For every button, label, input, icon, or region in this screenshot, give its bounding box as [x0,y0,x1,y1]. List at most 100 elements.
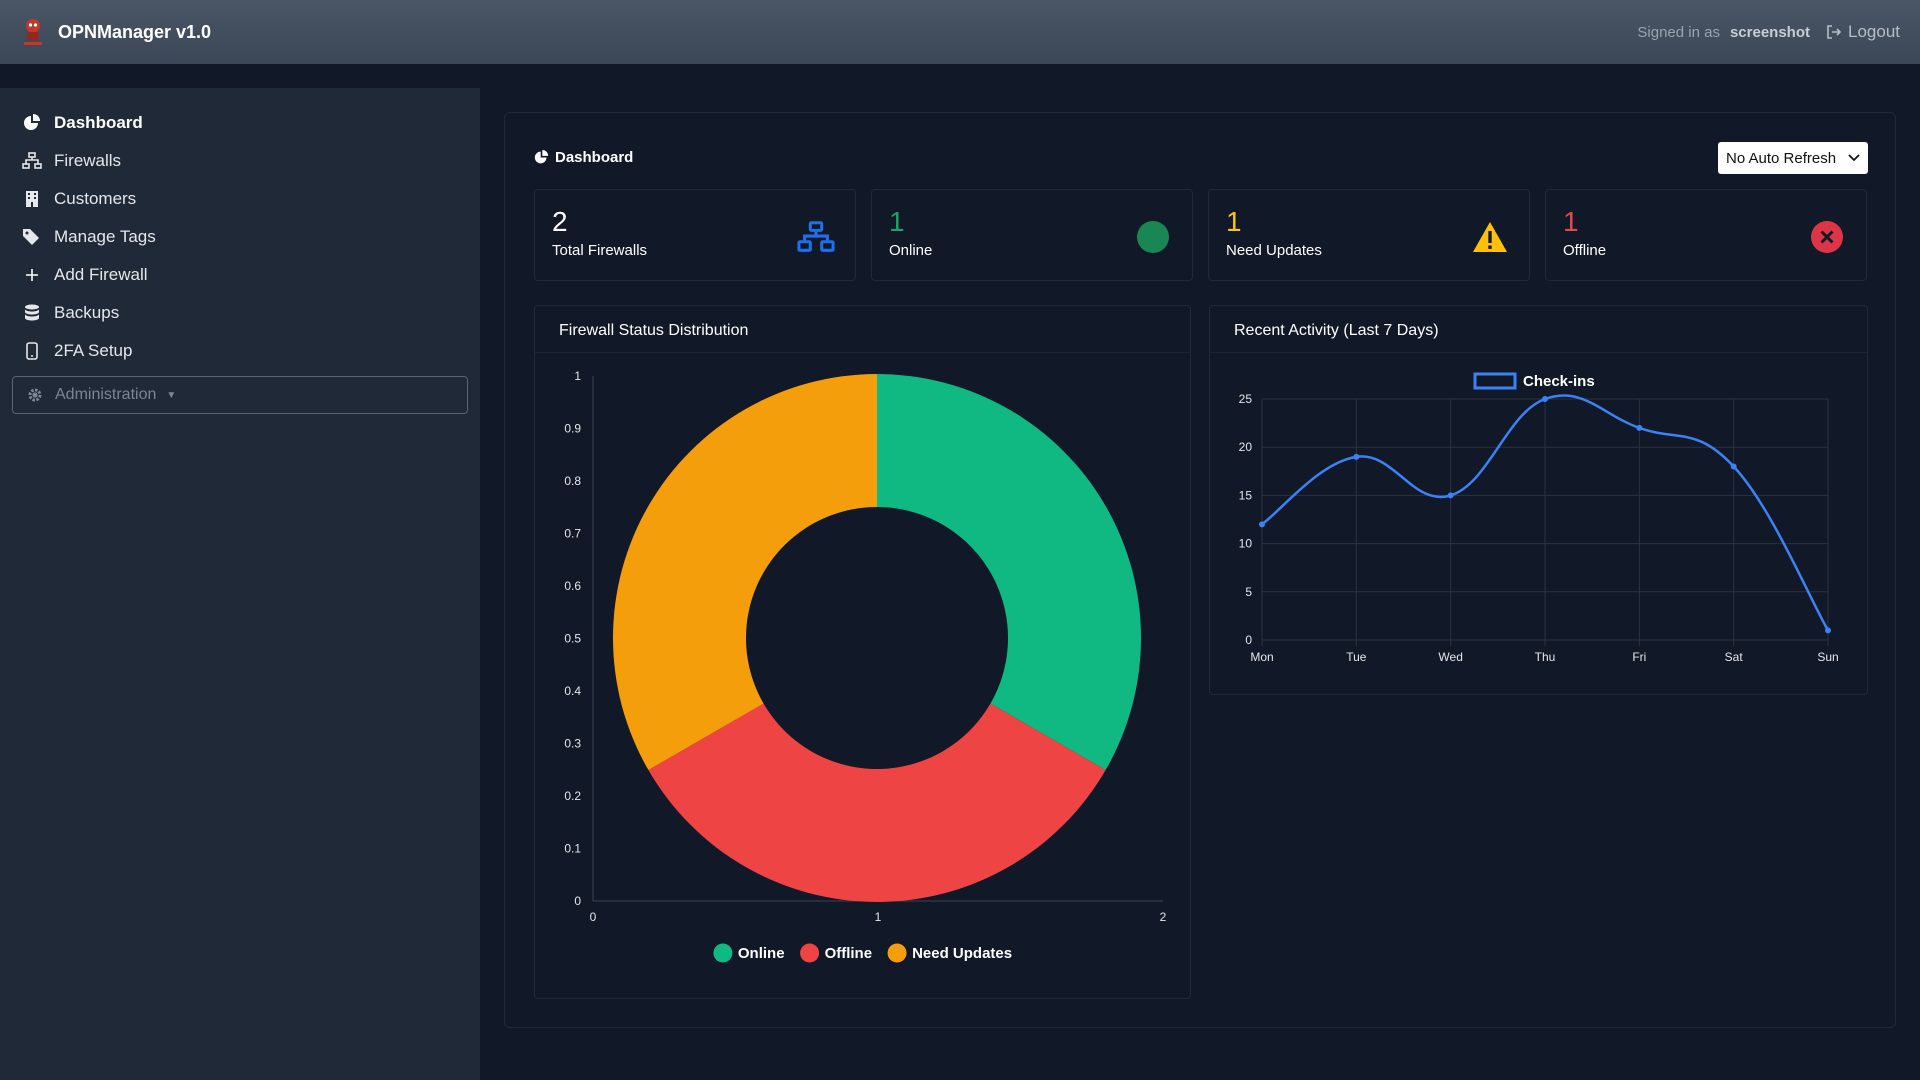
user-name: screenshot [1729,23,1810,41]
sidebar-item-add-firewall[interactable]: Add Firewall [0,256,480,294]
x-tick-label: Thu [1535,650,1556,664]
status-distribution-panel: Firewall Status Distribution 0 0.1 0.2 0.3 0… [534,305,1191,999]
sidebar-item-2fa-setup[interactable]: 2FA Setup [0,332,480,370]
sidebar-item-label: Manage Tags [54,227,156,246]
auto-refresh-value: No Auto Refresh [1726,149,1837,167]
panel-title: Recent Activity (Last 7 Days) [1234,322,1439,339]
legend-label: Check-ins [1523,373,1595,390]
stat-label: Need Updates [1226,242,1322,259]
sidebar-item-label: Dashboard [54,113,143,132]
sidebar-item-dashboard[interactable]: Dashboard [0,104,480,142]
y-tick-label: 0.5 [564,632,581,646]
gear-icon [25,385,45,405]
sidebar-item-backups[interactable]: Backups [0,294,480,332]
legend-label: Need Updates [912,945,1012,962]
online-dot-icon [1134,218,1172,256]
stat-card-offline: 1 Offline [1545,189,1867,281]
y-tick-label: 0.4 [564,684,581,698]
tags-icon [22,227,42,247]
stat-label: Online [889,242,933,259]
x-tick-label: Sun [1817,650,1838,664]
x-tick-label: Tue [1346,650,1367,664]
sidebar-item-label: Customers [54,189,137,208]
doughnut-slice-offline [648,703,1106,902]
activity-line-chart: 0 5 10 15 20 25 Mon Tue Wed Thu Fri Sat Sun Check-ins [1239,372,1839,664]
y-tick-label: 5 [1245,585,1252,599]
signed-in-label: Signed in as [1637,23,1720,41]
top-navbar: OPNManager v1.0 Signed in as screenshot … [0,0,1920,64]
chart-pie-icon [22,113,42,133]
administration-label: Administration [55,386,157,403]
y-tick-label: 20 [1239,440,1253,454]
chevron-down-icon [1848,154,1860,162]
status-doughnut-chart: 0 0.1 0.2 0.3 0.4 0.5 0.6 0.7 0.8 0.9 1 0 1 2 Online Of… [564,369,1167,963]
mobile-icon [22,341,42,361]
legend-label: Offline [825,945,873,962]
stat-card-online: 1 Online [871,189,1193,281]
close-circle-icon [1808,218,1846,256]
panel-title: Firewall Status Distribution [559,322,749,339]
stat-card-need-updates: 1 Need Updates [1208,189,1530,281]
x-tick-label: Wed [1438,650,1462,664]
legend-swatch [1473,372,1517,390]
dashboard-header: Dashboard [534,149,633,166]
brand[interactable]: OPNManager v1.0 [20,16,211,48]
data-point [1259,521,1265,528]
legend-swatch [713,943,733,963]
stat-label: Offline [1563,242,1607,259]
caret-down-icon: ▼ [166,389,177,401]
data-point [1542,396,1548,402]
legend-swatch [887,943,907,963]
sidebar-item-customers[interactable]: Customers [0,180,480,218]
stat-value: 2 [552,206,568,237]
dashboard-title: Dashboard [555,149,634,166]
y-tick-label: 15 [1239,488,1253,502]
y-tick-label: 1 [574,369,581,383]
logout-link[interactable]: Logout [1826,22,1900,42]
doughnut-slice-need-updates [613,374,877,770]
y-tick-label: 0.1 [564,842,581,856]
y-tick-label: 10 [1239,537,1253,551]
user-area: Signed in as screenshot Logout [1637,22,1900,42]
sidebar-item-firewalls[interactable]: Firewalls [0,142,480,180]
administration-dropdown[interactable]: Administration ▼ [12,376,468,414]
sidebar-item-label: 2FA Setup [54,341,133,360]
x-tick-label: 2 [1160,910,1167,924]
auto-refresh-select[interactable]: No Auto Refresh [1718,142,1868,174]
sidebar-item-label: Firewalls [54,151,122,170]
chart-pie-icon [534,150,549,164]
y-tick-label: 0 [1245,633,1252,647]
y-tick-label: 0.7 [564,527,581,541]
building-icon [22,189,42,209]
network-icon [22,151,42,171]
stat-value: 1 [889,206,905,237]
legend-label: Online [738,945,785,962]
app-title: OPNManager v1.0 [58,21,212,42]
sidebar-item-manage-tags[interactable]: Manage Tags [0,218,480,256]
dashboard-container: Dashboard No Auto Refresh 2 Total Firewa… [504,112,1896,1028]
y-tick-label: 0.3 [564,737,581,751]
panel-divider [535,352,1190,353]
data-point [1353,453,1360,460]
y-tick-label: 0 [574,894,581,908]
doughnut-slice-online [877,374,1141,770]
data-point [1730,463,1737,470]
warning-icon [1471,218,1509,256]
data-point [1636,424,1643,431]
y-tick-label: 0.8 [564,474,581,488]
stat-value: 1 [1563,206,1579,237]
y-tick-label: 0.9 [564,422,581,436]
recent-activity-panel: Recent Activity (Last 7 Days) 0 5 10 15 20 25… [1209,305,1868,695]
y-tick-label: 0.2 [564,789,581,803]
y-tick-label: 0.6 [564,579,581,593]
sidebar-item-label: Backups [54,303,120,322]
database-icon [22,303,42,323]
sidebar-item-label: Add Firewall [54,265,148,284]
x-tick-label: 0 [590,910,597,924]
brand-logo-icon [24,19,42,45]
logout-icon [1827,25,1842,39]
x-tick-label: Sat [1725,650,1744,664]
data-point [1447,492,1454,499]
legend-swatch [800,943,820,963]
x-tick-label: 1 [875,910,882,924]
